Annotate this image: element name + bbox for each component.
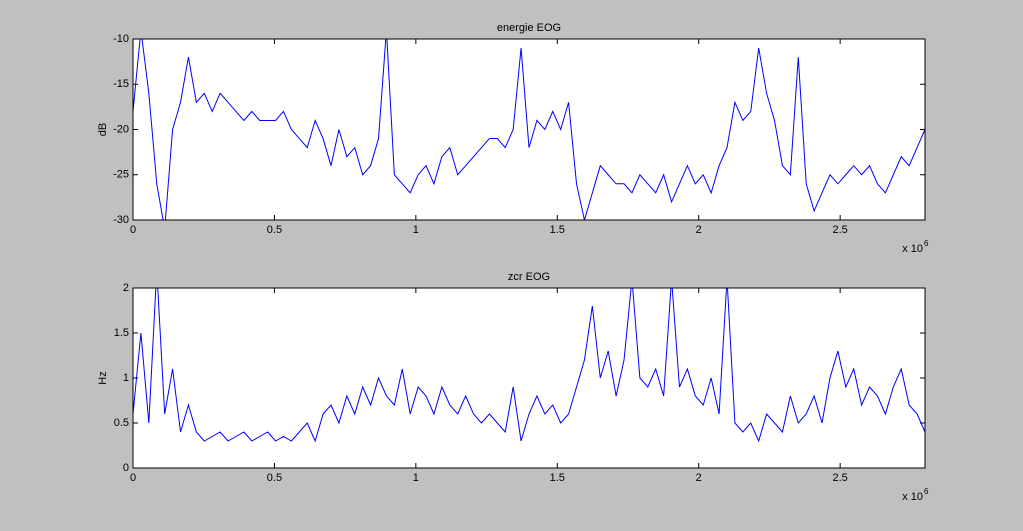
y-tick-label: -10	[113, 33, 129, 45]
x-scale-label: x 10	[902, 243, 923, 255]
y-tick-label: -25	[113, 169, 129, 181]
x-tick-label: 0.5	[267, 224, 282, 236]
chart-title: zcr EOG	[508, 271, 550, 283]
x-tick-label: 0	[130, 472, 136, 484]
axes-box	[132, 38, 926, 221]
y-tick-label: -20	[113, 123, 129, 135]
x-tick-label: 1.5	[550, 472, 565, 484]
x-tick-label: 2.5	[832, 472, 847, 484]
data-line	[133, 39, 925, 220]
x-tick-label: 0.5	[267, 472, 282, 484]
chart-title: energie EOG	[497, 22, 561, 34]
y-tick-label: 1.5	[114, 327, 129, 339]
y-tick-label: -30	[113, 214, 129, 226]
data-line	[133, 288, 925, 443]
x-scale-exponent: 6	[924, 239, 929, 248]
axes-box	[132, 287, 926, 469]
x-tick-label: 1.5	[550, 224, 565, 236]
x-tick-label: 2	[696, 472, 702, 484]
y-tick-label: 0.5	[114, 417, 129, 429]
y-tick-label: 1	[123, 372, 129, 384]
x-tick-label: 1	[413, 224, 419, 236]
x-scale-exponent: 6	[924, 487, 929, 496]
y-tick-label: 2	[123, 282, 129, 294]
y-tick-label: 0	[123, 462, 129, 474]
x-tick-label: 2	[696, 224, 702, 236]
plot-area	[133, 288, 925, 468]
y-axis-label: Hz	[97, 371, 109, 384]
x-tick-label: 0	[130, 224, 136, 236]
x-tick-label: 2.5	[832, 224, 847, 236]
y-axis-label: dB	[97, 123, 109, 136]
x-scale-label: x 10	[902, 491, 923, 503]
plot-area	[133, 39, 925, 220]
x-tick-label: 1	[413, 472, 419, 484]
y-tick-label: -15	[113, 78, 129, 90]
